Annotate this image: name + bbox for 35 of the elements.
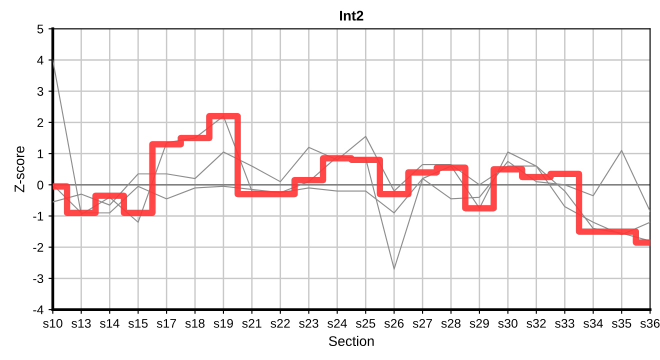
chart-title: Int2 bbox=[340, 10, 364, 21]
x-tick-label: s28 bbox=[441, 318, 461, 328]
x-tick-label: s29 bbox=[470, 318, 489, 328]
y-tick-label: 1 bbox=[38, 150, 44, 158]
x-tick-label: s15 bbox=[128, 319, 148, 328]
x-tick-label: s17 bbox=[156, 319, 176, 328]
y-tick-label: -2 bbox=[33, 243, 44, 252]
y-tick-label: -1 bbox=[33, 212, 44, 221]
x-axis-title: Section bbox=[328, 336, 374, 346]
x-tick-label: s32 bbox=[526, 318, 546, 328]
x-tick-label: s19 bbox=[214, 318, 233, 328]
y-tick-label: 4 bbox=[37, 56, 44, 65]
x-tick-label: s25 bbox=[356, 318, 376, 328]
y-tick-label: 0 bbox=[37, 180, 44, 190]
x-tick-label: s24 bbox=[328, 318, 347, 328]
y-axis-title: Z-score bbox=[14, 146, 24, 192]
x-tick-label: s14 bbox=[100, 319, 120, 328]
x-tick-label: s30 bbox=[498, 318, 518, 328]
y-tick-label: 3 bbox=[37, 87, 44, 96]
x-tick-label: s10 bbox=[43, 318, 62, 328]
x-tick-label: s23 bbox=[299, 318, 318, 328]
x-tick-label: s22 bbox=[270, 318, 290, 328]
x-tick-label: s34 bbox=[583, 318, 603, 328]
x-tick-label: s18 bbox=[185, 318, 205, 328]
y-tick-label: -3 bbox=[33, 274, 44, 284]
x-tick-label: s21 bbox=[242, 318, 262, 328]
x-tick-label: s26 bbox=[384, 318, 404, 328]
y-tick-label: 5 bbox=[37, 24, 44, 34]
y-tick-label: 2 bbox=[37, 118, 44, 127]
x-tick-label: s13 bbox=[72, 318, 91, 328]
x-tick-label: s27 bbox=[412, 318, 432, 328]
x-tick-label: s35 bbox=[612, 318, 632, 328]
x-tick-label: s36 bbox=[640, 318, 660, 328]
x-tick-label: s33 bbox=[555, 318, 574, 328]
y-tick-label: -4 bbox=[33, 306, 44, 314]
